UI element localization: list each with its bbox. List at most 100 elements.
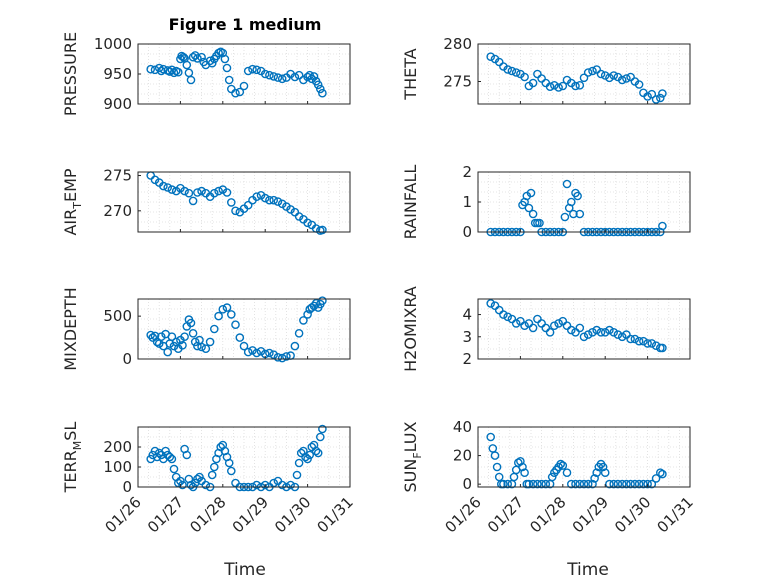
data-point (609, 71, 619, 80)
data-point (231, 320, 240, 330)
data-point (184, 68, 194, 78)
data-point (488, 444, 498, 453)
data-point (598, 462, 608, 472)
data-point (197, 186, 206, 196)
data-point (313, 448, 323, 458)
subplot-8: 0 20 40 01/26 01/27 01/28 01/29 01/30 01/31 SUNFL… (401, 418, 697, 536)
y-tick-label: 100 (103, 458, 132, 476)
data-point (167, 454, 177, 464)
data-point (647, 339, 657, 348)
data-point (222, 303, 232, 312)
x-tick-label: 01/31 (654, 493, 697, 536)
data-point (579, 479, 589, 489)
data-point (588, 479, 597, 489)
data-point (294, 328, 304, 338)
data-point (524, 479, 534, 489)
data-point (226, 466, 236, 476)
data-point (613, 330, 623, 339)
subplot-6: 2 3 4 H2OMIXRA (401, 286, 691, 372)
data-point (226, 84, 236, 94)
data-point (547, 472, 557, 482)
data-point (571, 327, 580, 337)
data-point (303, 218, 312, 228)
data-point (541, 323, 551, 333)
data-point (567, 197, 576, 207)
data-point (605, 73, 614, 83)
data-point (239, 81, 249, 91)
data-point (554, 83, 563, 92)
data-point (184, 188, 194, 198)
data-point (222, 63, 232, 73)
data-point (541, 479, 551, 489)
data-point (575, 209, 585, 219)
x-tick-label: 01/29 (569, 493, 612, 536)
data-point (277, 74, 287, 84)
data-point (243, 66, 253, 76)
data-point (558, 81, 568, 91)
data-point (165, 452, 175, 462)
data-point (231, 206, 240, 216)
data-point (656, 468, 665, 478)
data-point (193, 474, 202, 484)
data-point (182, 60, 192, 70)
y-tick-label: 4 (462, 306, 472, 324)
data-point (179, 52, 188, 62)
data-point (545, 82, 555, 91)
data-point (205, 337, 215, 347)
data-point (658, 221, 667, 231)
data-point (567, 325, 576, 335)
data-point (634, 80, 644, 89)
data-point (651, 474, 661, 483)
axes-box (477, 43, 691, 105)
data-point (571, 479, 580, 489)
data-point (218, 304, 228, 314)
data-point (209, 324, 219, 334)
y-tick-label: 270 (103, 202, 132, 220)
data-point (309, 72, 319, 81)
data-point (569, 209, 578, 219)
data-point (626, 479, 635, 489)
data-point (617, 479, 627, 489)
data-point (658, 469, 667, 479)
data-point (299, 316, 308, 325)
data-point (169, 464, 179, 474)
data-point (260, 193, 270, 203)
data-point (575, 323, 585, 333)
data-point (214, 186, 223, 196)
data-point (583, 479, 593, 489)
data-point (545, 327, 555, 337)
data-point (647, 479, 657, 489)
data-point (562, 321, 572, 331)
y-tick-label: 2 (462, 350, 472, 368)
axes-box (477, 426, 691, 488)
data-point (193, 188, 202, 197)
data-point (226, 310, 236, 319)
data-point (588, 327, 597, 337)
data-point (583, 68, 593, 77)
data-point (550, 81, 559, 90)
data-point (156, 332, 166, 342)
data-point (609, 327, 619, 337)
data-point (511, 319, 521, 328)
data-point (533, 314, 542, 324)
data-point (600, 71, 610, 80)
data-point (273, 197, 283, 206)
data-point (243, 200, 253, 210)
data-point (301, 452, 310, 462)
data-point (248, 64, 257, 74)
data-point (533, 69, 542, 79)
y-tick-label: 40 (453, 418, 472, 436)
data-point (579, 73, 589, 83)
data-point (592, 65, 602, 74)
y-axis-label: H2OMIXRA (401, 286, 420, 372)
data-point (188, 328, 198, 338)
data-point (209, 462, 219, 472)
data-point (235, 87, 245, 97)
data-point (252, 192, 262, 201)
data-point (605, 479, 614, 489)
x-tick-label: 01/30 (611, 493, 654, 536)
data-point (528, 78, 538, 88)
data-point (562, 468, 572, 478)
data-point (190, 337, 200, 347)
y-axis-label: THETA (401, 48, 420, 100)
